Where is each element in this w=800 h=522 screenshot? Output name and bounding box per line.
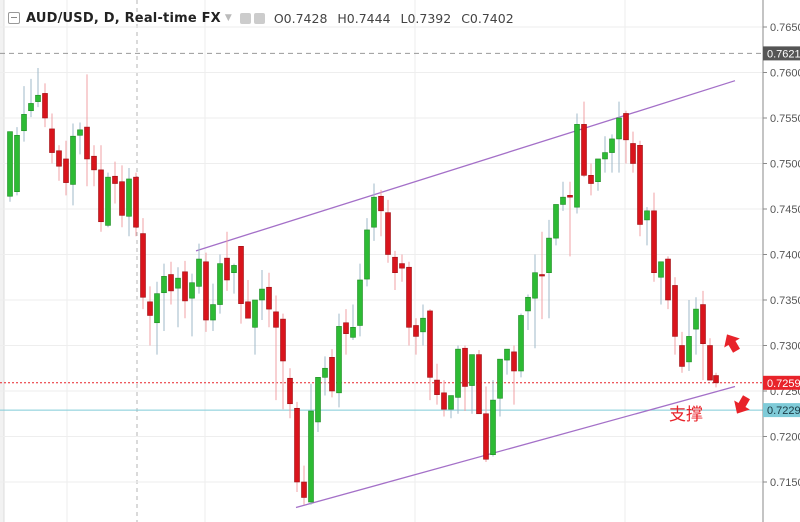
price-marker: [763, 46, 800, 61]
support-label: 支撑: [669, 405, 703, 425]
svg-text:0.7259: 0.7259: [767, 378, 800, 390]
svg-text:0.7621: 0.7621: [767, 48, 800, 60]
chart-grid: [0, 0, 763, 522]
chart-legend: AUD/USD, D, Real-time FX ▼ O0.7428 H0.74…: [8, 8, 520, 28]
open-value: O0.7428: [273, 10, 328, 26]
svg-text:0.7229: 0.7229: [767, 405, 800, 417]
close-value: C0.7402: [461, 10, 514, 26]
channel-line-upper[interactable]: [195, 80, 736, 252]
channel-line-lower[interactable]: [295, 385, 736, 509]
price-marker: [763, 403, 800, 418]
channel-lines[interactable]: [195, 80, 736, 509]
candles: [7, 67, 719, 505]
gear-icon[interactable]: [253, 12, 265, 24]
ohlc-values: O0.7428 H0.7444 L0.7392 C0.7402: [274, 11, 520, 26]
price-marker: [763, 375, 800, 390]
collapse-icon[interactable]: [8, 12, 20, 24]
arrow-up-icon: [724, 334, 740, 353]
price-lines: [0, 52, 763, 411]
arrows: [724, 334, 750, 414]
low-value: L0.7392: [400, 10, 452, 26]
high-value: H0.7444: [337, 10, 391, 26]
eye-icon[interactable]: [239, 12, 251, 24]
arrow-down-icon: [734, 395, 750, 414]
symbol-title[interactable]: AUD/USD, D, Real-time FX: [26, 10, 221, 26]
chevron-down-icon[interactable]: ▼: [224, 13, 232, 23]
